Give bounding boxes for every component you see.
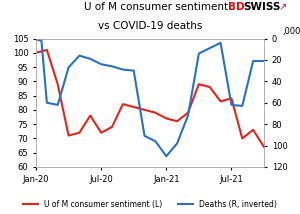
Text: BD: BD — [228, 2, 244, 12]
Legend: U of M consumer sentiment (L), Deaths (R, inverted): U of M consumer sentiment (L), Deaths (R… — [20, 197, 280, 212]
Text: ↗: ↗ — [279, 2, 287, 12]
Text: SWISS: SWISS — [243, 2, 280, 12]
Text: U of M consumer sentiment: U of M consumer sentiment — [84, 2, 231, 12]
Text: vs COVID-19 deaths: vs COVID-19 deaths — [98, 21, 202, 31]
Text: ,000: ,000 — [282, 27, 300, 36]
